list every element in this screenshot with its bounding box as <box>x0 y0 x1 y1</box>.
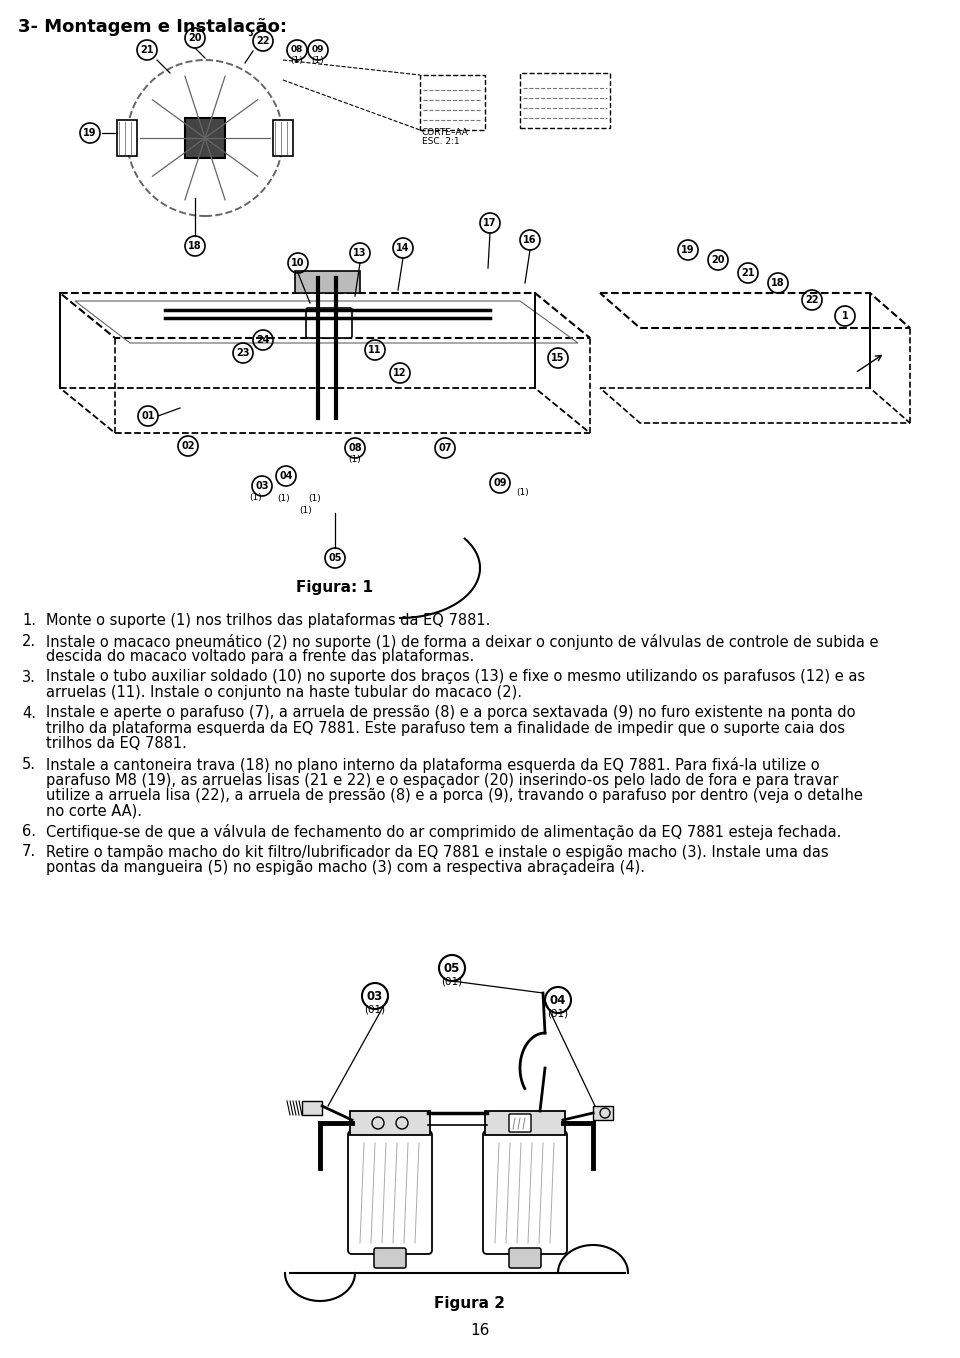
Text: 07: 07 <box>439 443 452 454</box>
FancyBboxPatch shape <box>273 120 293 156</box>
FancyBboxPatch shape <box>295 272 360 293</box>
Text: 16: 16 <box>470 1323 490 1338</box>
Text: (1): (1) <box>291 56 303 65</box>
FancyBboxPatch shape <box>593 1105 613 1120</box>
Text: 6.: 6. <box>22 824 36 839</box>
Text: trilho da plataforma esquerda da EQ 7881. Este parafuso tem a finalidade de impe: trilho da plataforma esquerda da EQ 7881… <box>46 721 845 736</box>
Text: 2.: 2. <box>22 633 36 649</box>
FancyBboxPatch shape <box>117 120 137 156</box>
Text: Instale o tubo auxiliar soldado (10) no suporte dos braços (13) e fixe o mesmo u: Instale o tubo auxiliar soldado (10) no … <box>46 669 865 684</box>
Text: (1): (1) <box>308 494 322 502</box>
Text: 12: 12 <box>394 368 407 378</box>
Text: 19: 19 <box>682 244 695 255</box>
Text: Instale e aperte o parafuso (7), a arruela de pressão (8) e a porca sextavada (9: Instale e aperte o parafuso (7), a arrue… <box>46 706 855 721</box>
Text: 08: 08 <box>348 443 362 454</box>
FancyBboxPatch shape <box>348 1131 432 1253</box>
Text: Certifique-se de que a válvula de fechamento do ar comprimido de alimentação da : Certifique-se de que a válvula de fecham… <box>46 824 841 841</box>
Text: no corte AA).: no corte AA). <box>46 804 142 819</box>
Text: 4.: 4. <box>22 706 36 721</box>
Text: ESC. 2:1: ESC. 2:1 <box>422 137 460 147</box>
Text: Monte o suporte (1) nos trilhos das plataformas da EQ 7881.: Monte o suporte (1) nos trilhos das plat… <box>46 612 491 627</box>
Text: 01: 01 <box>141 411 155 421</box>
Text: 09: 09 <box>312 46 324 54</box>
Text: (01): (01) <box>442 976 463 986</box>
FancyBboxPatch shape <box>485 1111 565 1135</box>
FancyBboxPatch shape <box>350 1111 430 1135</box>
Text: Figura 2: Figura 2 <box>435 1296 506 1310</box>
Text: 1.: 1. <box>22 612 36 627</box>
Text: (01): (01) <box>365 1004 386 1014</box>
Text: 3.: 3. <box>22 669 36 684</box>
Text: 20: 20 <box>711 255 725 265</box>
Text: 16: 16 <box>523 235 537 244</box>
Text: 19: 19 <box>84 128 97 139</box>
Text: 23: 23 <box>236 348 250 359</box>
Text: (1): (1) <box>300 507 312 515</box>
Text: Retire o tampão macho do kit filtro/lubrificador da EQ 7881 e instale o espigão : Retire o tampão macho do kit filtro/lubr… <box>46 845 828 860</box>
Text: 3- Montagem e Instalação:: 3- Montagem e Instalação: <box>18 18 287 37</box>
Text: descida do macaco voltado para a frente das plataformas.: descida do macaco voltado para a frente … <box>46 649 474 664</box>
Text: 11: 11 <box>369 345 382 354</box>
Text: Instale o macaco pneumático (2) no suporte (1) de forma a deixar o conjunto de v: Instale o macaco pneumático (2) no supor… <box>46 633 878 649</box>
Text: 04: 04 <box>550 994 566 1006</box>
Text: (1): (1) <box>277 494 290 502</box>
Text: 24: 24 <box>256 335 270 345</box>
Text: 22: 22 <box>256 37 270 46</box>
Text: (1): (1) <box>516 488 529 497</box>
Text: (1): (1) <box>348 455 361 464</box>
Text: 1: 1 <box>842 311 849 320</box>
FancyBboxPatch shape <box>302 1101 322 1115</box>
Text: 03: 03 <box>255 481 269 492</box>
FancyBboxPatch shape <box>306 308 352 338</box>
Text: 09: 09 <box>493 478 507 488</box>
FancyBboxPatch shape <box>374 1248 406 1268</box>
Text: 7.: 7. <box>22 845 36 860</box>
Text: 04: 04 <box>279 471 293 481</box>
FancyBboxPatch shape <box>509 1248 541 1268</box>
Text: 21: 21 <box>140 45 154 56</box>
FancyBboxPatch shape <box>509 1114 531 1133</box>
Text: 05: 05 <box>444 961 460 975</box>
Text: 08: 08 <box>291 46 303 54</box>
Text: 05: 05 <box>328 553 342 564</box>
Text: 21: 21 <box>741 268 755 278</box>
Text: 18: 18 <box>188 240 202 251</box>
Text: 10: 10 <box>291 258 304 268</box>
Text: 15: 15 <box>551 353 564 363</box>
FancyBboxPatch shape <box>483 1131 567 1253</box>
Text: (1): (1) <box>312 56 324 65</box>
Text: 17: 17 <box>483 219 496 228</box>
FancyBboxPatch shape <box>185 118 225 158</box>
Text: pontas da mangueira (5) no espigão macho (3) com a respectiva abraçadeira (4).: pontas da mangueira (5) no espigão macho… <box>46 860 645 875</box>
Text: 03: 03 <box>367 990 383 1002</box>
Text: 18: 18 <box>771 278 785 288</box>
Text: trilhos da EQ 7881.: trilhos da EQ 7881. <box>46 736 187 751</box>
Text: utilize a arruela lisa (22), a arruela de pressão (8) e a porca (9), travando o : utilize a arruela lisa (22), a arruela d… <box>46 788 863 803</box>
Text: (1): (1) <box>250 493 262 502</box>
Text: (01): (01) <box>547 1008 568 1018</box>
Text: 02: 02 <box>181 441 195 451</box>
Text: parafuso M8 (19), as arruelas lisas (21 e 22) e o espaçador (20) inserindo-os pe: parafuso M8 (19), as arruelas lisas (21 … <box>46 773 838 788</box>
Text: arruelas (11). Instale o conjunto na haste tubular do macaco (2).: arruelas (11). Instale o conjunto na has… <box>46 684 522 699</box>
Text: 14: 14 <box>396 243 410 253</box>
Text: Instale a cantoneira trava (18) no plano interno da plataforma esquerda da EQ 78: Instale a cantoneira trava (18) no plano… <box>46 756 820 773</box>
Text: Figura: 1: Figura: 1 <box>297 580 373 595</box>
Text: CORTE–AA: CORTE–AA <box>422 128 468 137</box>
Text: 20: 20 <box>188 33 202 43</box>
Text: 5.: 5. <box>22 756 36 771</box>
Text: 22: 22 <box>805 295 819 306</box>
Text: 13: 13 <box>353 249 367 258</box>
